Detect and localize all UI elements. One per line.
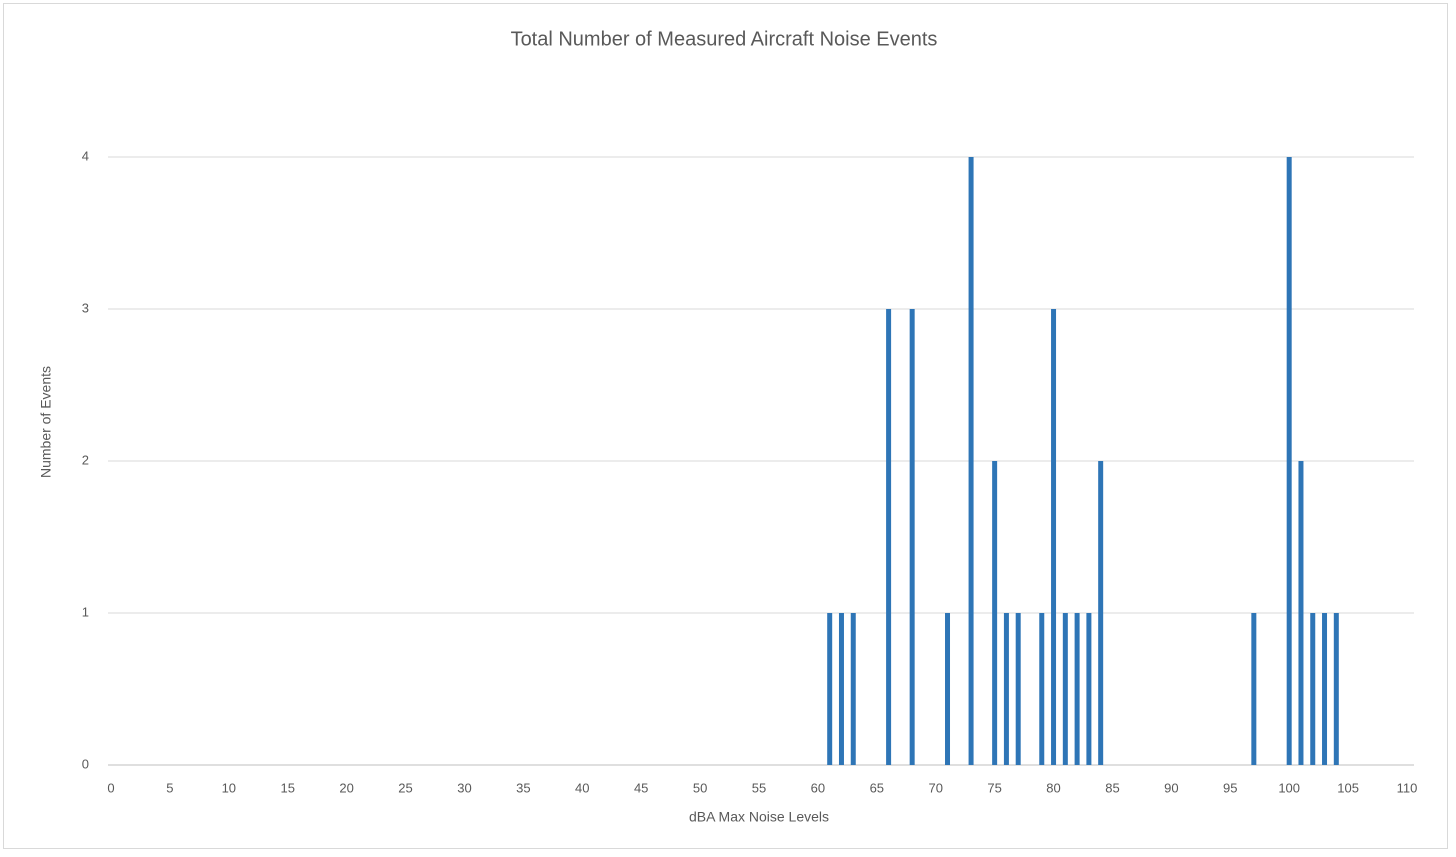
- bar: [1039, 613, 1045, 765]
- x-tick-label: 20: [339, 780, 353, 795]
- x-tick-label: 95: [1223, 780, 1237, 795]
- bar: [1310, 613, 1316, 765]
- y-tick-label: 3: [82, 300, 89, 315]
- x-tick-label: 60: [811, 780, 825, 795]
- bar: [1322, 613, 1328, 765]
- bar: [1251, 613, 1257, 765]
- y-tick-label: 2: [82, 452, 89, 467]
- x-tick-label: 45: [634, 780, 648, 795]
- x-tick-label: 100: [1278, 780, 1300, 795]
- chart-title: Total Number of Measured Aircraft Noise …: [511, 28, 938, 50]
- x-tick-label: 80: [1046, 780, 1060, 795]
- x-tick-label: 35: [516, 780, 530, 795]
- bar: [1074, 613, 1080, 765]
- x-tick-label: 50: [693, 780, 707, 795]
- bar: [850, 613, 856, 765]
- bar: [1086, 613, 1092, 765]
- y-tick-label: 0: [82, 756, 89, 771]
- x-axis-label: dBA Max Noise Levels: [689, 809, 829, 825]
- bar: [886, 309, 892, 765]
- x-tick-label: 90: [1164, 780, 1178, 795]
- x-tick-label: 85: [1105, 780, 1119, 795]
- x-tick-label: 75: [987, 780, 1001, 795]
- bar: [909, 309, 915, 765]
- x-tick-label: 25: [398, 780, 412, 795]
- x-tick-label: 15: [280, 780, 294, 795]
- bar: [1015, 613, 1021, 765]
- bar: [1062, 613, 1068, 765]
- bar: [992, 461, 998, 765]
- bar: [827, 613, 833, 765]
- x-tick-label: 5: [166, 780, 173, 795]
- x-tick-label: 70: [928, 780, 942, 795]
- y-axis-label: Number of Events: [38, 366, 54, 478]
- x-tick-label: 30: [457, 780, 471, 795]
- x-tick-label: 105: [1337, 780, 1359, 795]
- bar: [1098, 461, 1104, 765]
- bar: [945, 613, 951, 765]
- x-tick-label: 0: [107, 780, 114, 795]
- bar: [838, 613, 844, 765]
- bar: [1051, 309, 1057, 765]
- bar: [1333, 613, 1339, 765]
- x-tick-label: 40: [575, 780, 589, 795]
- x-tick-label: 55: [752, 780, 766, 795]
- bar: [1286, 157, 1292, 765]
- bar: [968, 157, 974, 765]
- bar: [1003, 613, 1009, 765]
- chart-border: [3, 3, 1448, 849]
- bar: [1298, 461, 1304, 765]
- x-tick-label: 65: [870, 780, 884, 795]
- y-tick-label: 1: [82, 604, 89, 619]
- x-tick-label: 10: [222, 780, 236, 795]
- y-tick-label: 4: [82, 148, 89, 163]
- x-tick-label: 110: [1397, 780, 1418, 795]
